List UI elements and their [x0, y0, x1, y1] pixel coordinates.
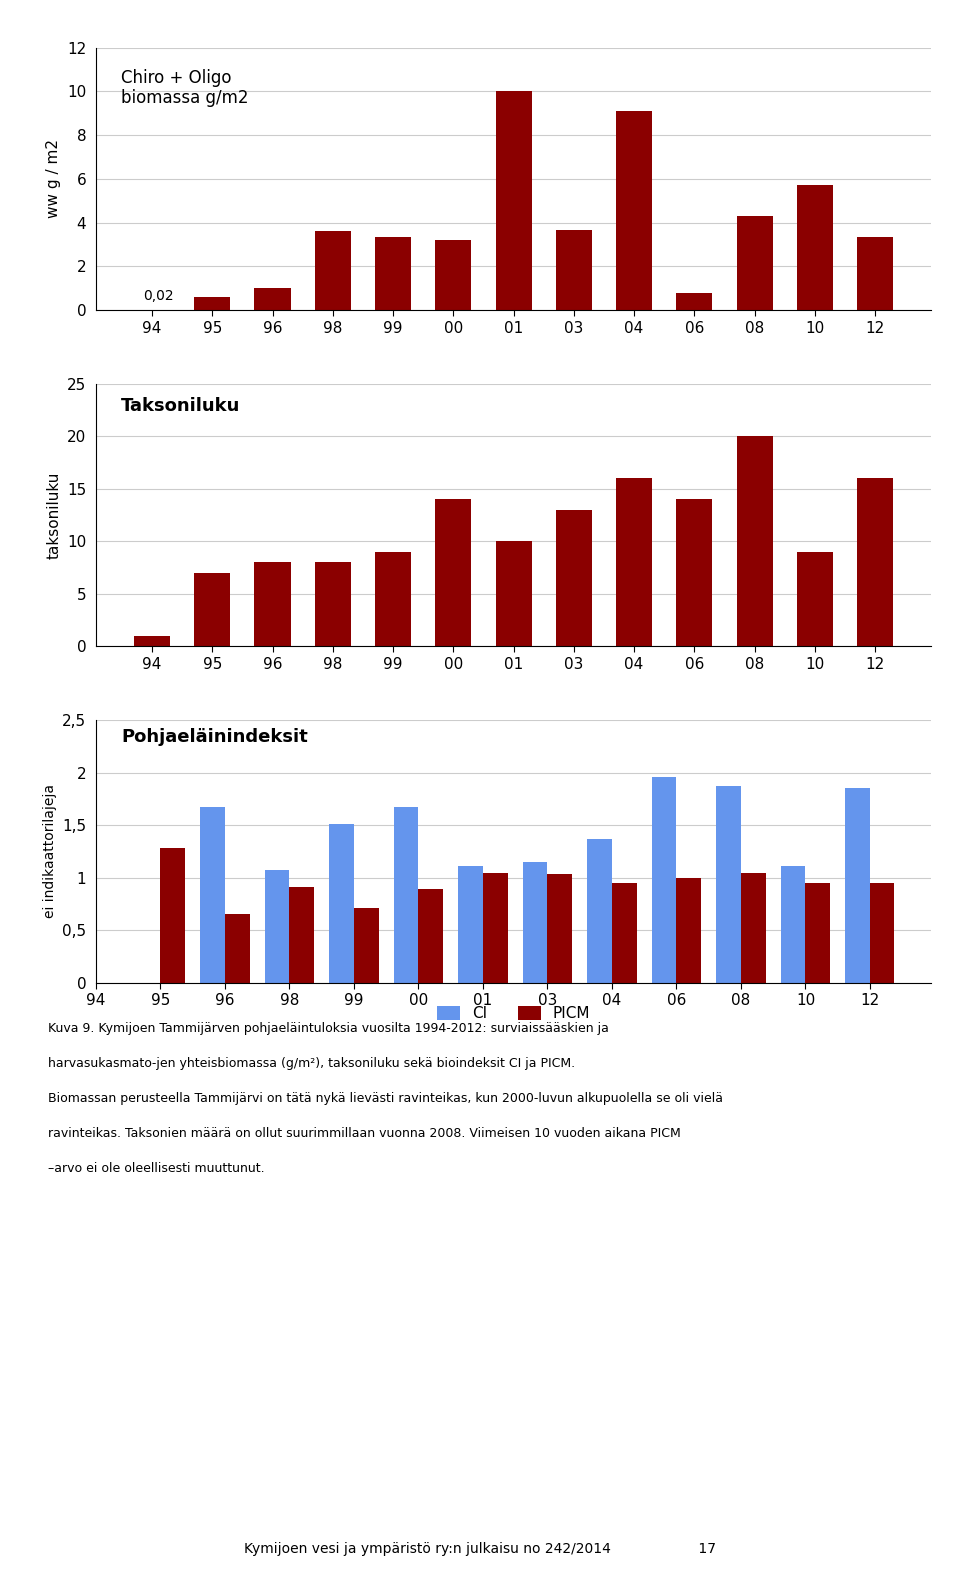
Y-axis label: ww g / m2: ww g / m2: [46, 139, 61, 219]
Bar: [265, 870, 290, 983]
Bar: [616, 111, 652, 311]
Bar: [736, 436, 773, 647]
Bar: [616, 479, 652, 647]
Bar: [523, 862, 547, 983]
Bar: [716, 786, 741, 983]
Bar: [354, 908, 378, 983]
Bar: [329, 824, 354, 983]
Bar: [160, 848, 185, 983]
Text: Taksoniluku: Taksoniluku: [121, 396, 240, 415]
Y-axis label: ei indikaattorilajeja: ei indikaattorilajeja: [42, 785, 57, 918]
Bar: [201, 807, 225, 983]
Bar: [435, 241, 471, 311]
Bar: [375, 236, 411, 311]
Text: Pohjaeläinindeksit: Pohjaeläinindeksit: [121, 728, 308, 747]
Bar: [254, 288, 291, 311]
Bar: [419, 889, 443, 983]
Bar: [588, 838, 612, 983]
Bar: [677, 878, 701, 983]
Bar: [652, 777, 677, 983]
Bar: [741, 873, 765, 983]
Bar: [556, 230, 592, 311]
Bar: [194, 572, 230, 647]
Text: –arvo ei ole oleellisesti muuttunut.: –arvo ei ole oleellisesti muuttunut.: [48, 1162, 265, 1174]
Bar: [495, 542, 532, 647]
Bar: [375, 552, 411, 647]
Text: ravinteikas. Taksonien määrä on ollut suurimmillaan vuonna 2008. Viimeisen 10 vu: ravinteikas. Taksonien määrä on ollut su…: [48, 1127, 681, 1140]
Bar: [781, 865, 805, 983]
Bar: [134, 636, 170, 647]
Bar: [290, 888, 314, 983]
Bar: [805, 883, 830, 983]
Y-axis label: taksoniluku: taksoniluku: [46, 471, 61, 560]
Bar: [394, 807, 419, 983]
Text: 0,02: 0,02: [143, 290, 174, 303]
Bar: [556, 510, 592, 647]
Bar: [676, 293, 712, 311]
Text: Kuva 9. Kymijoen Tammijärven pohjaeläintuloksia vuosilta 1994-2012: surviaissääs: Kuva 9. Kymijoen Tammijärven pohjaeläint…: [48, 1022, 609, 1035]
Bar: [194, 296, 230, 311]
Bar: [736, 216, 773, 311]
Bar: [315, 563, 351, 647]
Text: Kymijoen vesi ja ympäristö ry:n julkaisu no 242/2014                    17: Kymijoen vesi ja ympäristö ry:n julkaisu…: [244, 1542, 716, 1556]
Bar: [797, 552, 833, 647]
Bar: [857, 479, 893, 647]
Bar: [547, 875, 572, 983]
Text: harvasukasmato­jen yhteisbiomassa (g/m²), taksoniluku sekä bioindeksit CI ja PIC: harvasukasmato­jen yhteisbiomassa (g/m²)…: [48, 1057, 575, 1070]
Bar: [459, 865, 483, 983]
Bar: [254, 563, 291, 647]
Legend: CI, PICM: CI, PICM: [431, 1000, 596, 1027]
Bar: [797, 185, 833, 311]
Text: Chiro + Oligo
biomassa g/m2: Chiro + Oligo biomassa g/m2: [121, 68, 249, 108]
Text: Biomassan perusteella Tammijärvi on tätä nykä lievästi ravinteikas, kun 2000-luv: Biomassan perusteella Tammijärvi on tätä…: [48, 1092, 723, 1105]
Bar: [612, 883, 636, 983]
Bar: [846, 788, 870, 983]
Bar: [870, 883, 895, 983]
Bar: [495, 92, 532, 311]
Bar: [225, 915, 250, 983]
Bar: [857, 236, 893, 311]
Bar: [315, 231, 351, 311]
Bar: [676, 499, 712, 647]
Bar: [483, 873, 508, 983]
Bar: [435, 499, 471, 647]
